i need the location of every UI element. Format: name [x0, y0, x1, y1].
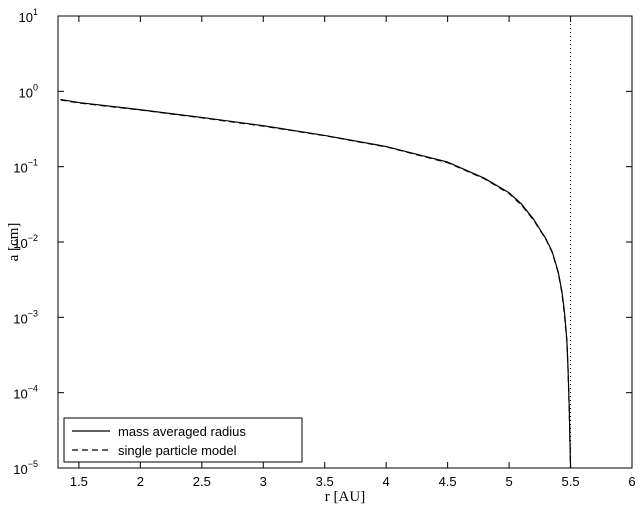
x-tick-label: 3.5 — [316, 474, 334, 489]
x-tick-label: 3 — [260, 474, 267, 489]
y-tick-exponent: 0 — [33, 82, 38, 92]
x-tick-label: 4 — [383, 474, 390, 489]
y-tick-exponent: −1 — [28, 158, 38, 168]
y-tick-base: 10 — [13, 387, 27, 402]
y-tick-base: 10 — [13, 462, 27, 477]
y-tick-base: 10 — [19, 85, 33, 100]
x-tick-label: 2.5 — [193, 474, 211, 489]
y-tick-label: 10−4 — [13, 384, 38, 402]
y-axis-label: a [cm] — [6, 223, 22, 262]
legend-label: single particle model — [118, 443, 237, 458]
y-tick-label: 10−3 — [13, 308, 38, 326]
y-tick-base: 10 — [13, 311, 27, 326]
y-tick-base: 10 — [13, 161, 27, 176]
y-tick-label: 100 — [19, 82, 38, 100]
y-tick-base: 10 — [13, 236, 27, 251]
y-tick-label: 101 — [19, 7, 38, 25]
legend-box — [63, 417, 303, 463]
x-tick-label: 4.5 — [439, 474, 457, 489]
y-tick-label: 10−1 — [13, 158, 38, 176]
y-tick-base: 10 — [19, 10, 33, 25]
series-line — [60, 99, 572, 469]
x-axis-label: r [AU] — [325, 489, 365, 505]
x-tick-label: 5.5 — [562, 474, 580, 489]
x-tick-label: 6 — [628, 474, 635, 489]
y-tick-exponent: −4 — [28, 384, 38, 394]
y-tick-label: 10−2 — [13, 233, 38, 251]
x-tick-label: 5 — [505, 474, 512, 489]
legend-label: mass averaged radius — [118, 424, 246, 439]
y-tick-exponent: −5 — [28, 459, 38, 469]
x-tick-label: 2 — [137, 474, 144, 489]
y-tick-exponent: −2 — [28, 233, 38, 243]
x-tick-label: 1.5 — [70, 474, 88, 489]
y-tick-exponent: −3 — [28, 308, 38, 318]
y-tick-label: 10−5 — [13, 459, 38, 477]
y-tick-exponent: 1 — [33, 7, 38, 17]
